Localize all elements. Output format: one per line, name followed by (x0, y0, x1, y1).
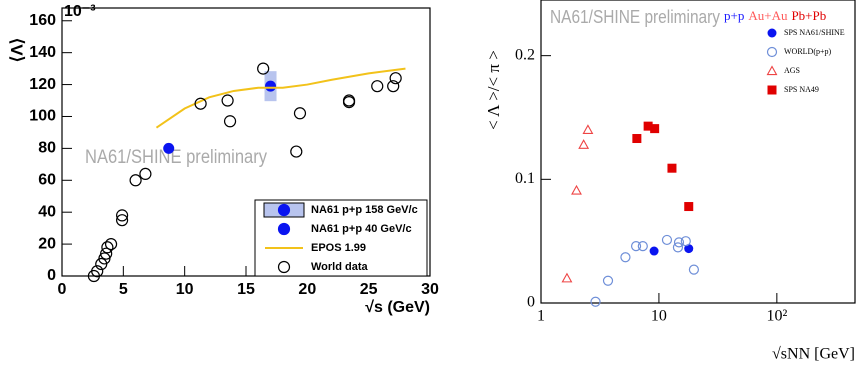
marker (116, 209, 129, 222)
marker (571, 184, 582, 195)
y-tick-label: 120 (29, 76, 56, 93)
marker (163, 142, 175, 154)
marker (578, 139, 590, 149)
y-axis-label: < Λ >/< π > (484, 50, 503, 130)
x-tick-label: 25 (360, 281, 378, 298)
plot-frame (540, 0, 856, 304)
marker (684, 202, 694, 212)
marker (637, 241, 648, 252)
marker (620, 252, 631, 263)
x-tick-label: 10² (766, 308, 787, 325)
legend-label: SPS NA61/SHINE (784, 28, 845, 37)
marker (194, 97, 207, 110)
y-tick-label: 0 (47, 267, 56, 284)
y-tick-label: 0 (527, 294, 535, 311)
marker (680, 236, 691, 247)
annotation: NA61/SHINE preliminary (85, 147, 267, 168)
marker (91, 265, 104, 278)
legend-label: NA61 p+p 40 GeV/c (311, 223, 412, 235)
legend-label: World data (311, 261, 369, 273)
marker (104, 237, 118, 251)
y-tick-label: 40 (38, 203, 56, 220)
legend-swatch (277, 203, 291, 217)
marker (590, 296, 601, 307)
y-tick-label: 160 (29, 12, 56, 29)
annotation: NA61/SHINE preliminary (550, 7, 720, 27)
y-tick-label: 0.2 (515, 46, 535, 63)
marker (290, 145, 303, 158)
marker (766, 65, 778, 76)
y-tick-label: 80 (38, 140, 56, 157)
x-tick-label: 15 (237, 281, 255, 298)
marker (265, 80, 277, 92)
marker (684, 244, 694, 254)
marker (257, 62, 270, 75)
marker (389, 72, 402, 85)
marker (342, 94, 356, 107)
legend-label: SPS NA49 (784, 85, 819, 94)
y-axis-label: ⟨Λ⟩ (7, 38, 26, 63)
system-label: Pb+Pb (791, 8, 826, 23)
marker (602, 275, 614, 286)
marker (387, 80, 400, 93)
system-label: Au+Au (748, 8, 788, 23)
y-tick-label: 0.1 (515, 170, 535, 187)
x-axis-label: √s (GeV) (365, 299, 430, 316)
marker (766, 46, 778, 58)
marker (688, 264, 700, 275)
marker (630, 241, 642, 252)
y-tick-label: 140 (29, 44, 56, 61)
marker (129, 174, 142, 187)
y-tick-label: 60 (38, 172, 56, 189)
marker (139, 167, 152, 181)
x-tick-label: 1 (537, 308, 545, 325)
legend-label: EPOS 1.99 (311, 242, 366, 254)
x-tick-label: 20 (298, 281, 316, 298)
line (155, 67, 406, 129)
x-tick-label: 5 (119, 281, 128, 298)
x-tick-label: 0 (58, 281, 67, 298)
y-tick-label: 20 (38, 235, 56, 252)
legend-label: NA61 p+p 158 GeV/c (311, 204, 418, 216)
marker (223, 115, 237, 128)
marker (293, 107, 307, 120)
multiplier: 10⁻³ (64, 3, 96, 20)
marker (221, 94, 234, 107)
marker (371, 80, 384, 93)
marker (650, 124, 660, 134)
marker (643, 121, 653, 131)
marker (672, 242, 684, 253)
y-tick-label: 100 (29, 108, 56, 125)
marker (767, 28, 777, 38)
marker (673, 237, 685, 248)
marker (661, 234, 673, 246)
x-tick-label: 30 (421, 281, 439, 298)
marker (632, 134, 642, 144)
legend-label: WORLD(p+p) (784, 47, 832, 56)
marker (767, 85, 777, 95)
marker (649, 246, 659, 256)
chart: 0 5 10 15 20 25 30 0 20 40 60 80 100 120 140 160 10⁻³ √s … (7, 3, 439, 316)
legend-swatch (277, 222, 291, 236)
marker (116, 214, 129, 227)
marker (561, 272, 573, 283)
marker (667, 163, 677, 173)
marker (101, 241, 114, 254)
chart: 1 10 10² 0 0.1 0.2 √sNN [GeV] < Λ >/< π > NA61/S… (484, 0, 856, 363)
marker (98, 252, 111, 265)
x-tick-label: 10 (176, 281, 194, 298)
x-axis-label: √sNN [GeV] (772, 346, 855, 363)
system-label: p+p (724, 8, 744, 23)
marker (100, 247, 113, 260)
marker (582, 124, 594, 135)
legend-label: AGS (784, 66, 800, 75)
x-tick-label: 10 (651, 308, 667, 325)
legend-swatch (277, 260, 291, 274)
